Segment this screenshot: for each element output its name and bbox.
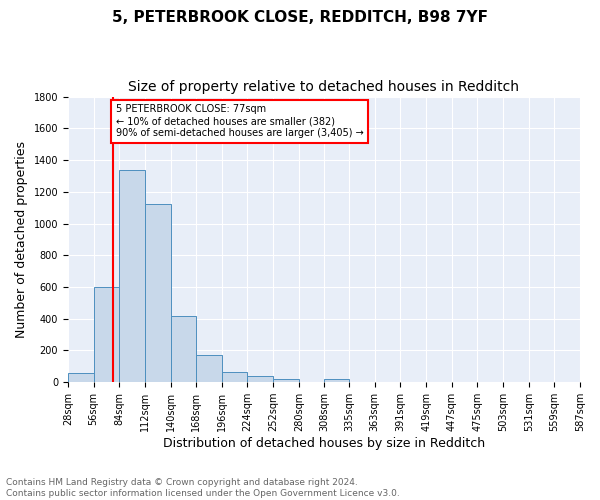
Bar [68, 372, 94, 382]
Bar [145, 204, 170, 382]
Text: Contains HM Land Registry data © Crown copyright and database right 2024.
Contai: Contains HM Land Registry data © Crown c… [6, 478, 400, 498]
Title: Size of property relative to detached houses in Redditch: Size of property relative to detached ho… [128, 80, 520, 94]
Bar [273, 380, 299, 382]
Bar [119, 170, 145, 382]
Bar [247, 376, 273, 382]
Bar [94, 287, 119, 382]
Bar [170, 316, 196, 382]
Y-axis label: Number of detached properties: Number of detached properties [15, 141, 28, 338]
Bar [222, 372, 247, 382]
X-axis label: Distribution of detached houses by size in Redditch: Distribution of detached houses by size … [163, 437, 485, 450]
Bar [325, 380, 349, 382]
Bar [196, 355, 222, 382]
Text: 5, PETERBROOK CLOSE, REDDITCH, B98 7YF: 5, PETERBROOK CLOSE, REDDITCH, B98 7YF [112, 10, 488, 25]
Text: 5 PETERBROOK CLOSE: 77sqm
← 10% of detached houses are smaller (382)
90% of semi: 5 PETERBROOK CLOSE: 77sqm ← 10% of detac… [116, 104, 363, 138]
